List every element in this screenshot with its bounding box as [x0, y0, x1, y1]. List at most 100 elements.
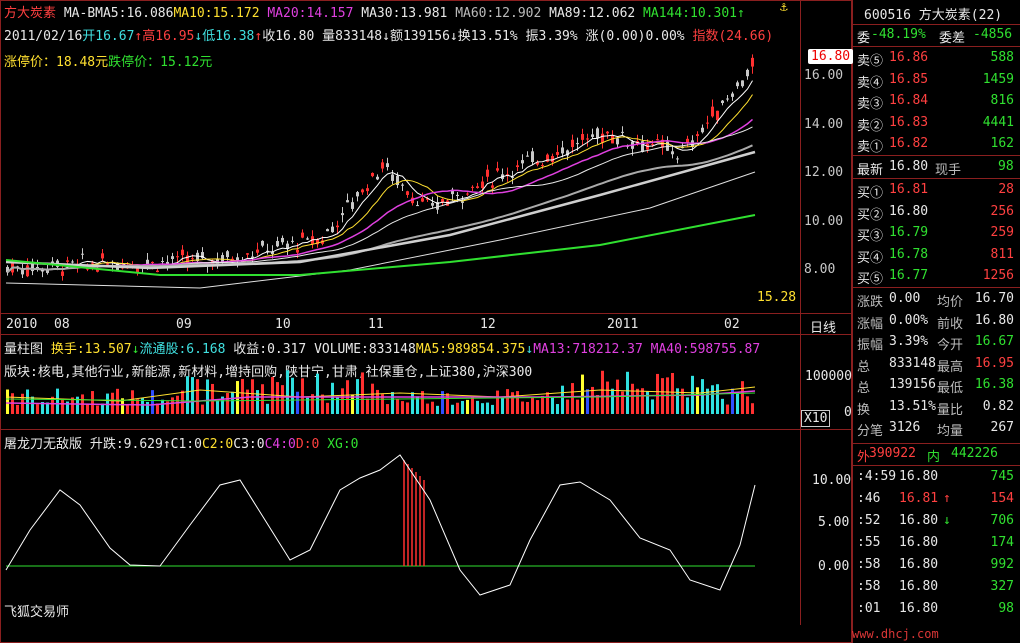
time-tick-11: 11 — [368, 317, 384, 332]
candle-body — [696, 134, 699, 136]
period-label[interactable]: 日线 — [810, 321, 837, 336]
volume-bar — [441, 391, 444, 414]
tick-row[interactable]: :55 16.80 174 — [855, 533, 1018, 554]
volume-bar — [286, 370, 289, 414]
bid-row[interactable]: 买③ 16.79 259 — [855, 223, 1018, 244]
candle-body — [406, 191, 409, 195]
volume-bar — [141, 397, 144, 414]
volume-bar — [36, 404, 39, 414]
indicator-chart[interactable] — [0, 430, 800, 625]
indicator-axis-5: 5.00 — [818, 515, 850, 530]
ma-indicator-label[interactable]: MA-B — [63, 6, 96, 21]
bid-row[interactable]: 买② 16.80 256 — [855, 202, 1018, 223]
volume-bar — [566, 399, 569, 414]
ma-header: 方大炭素 MA-BMA5:16.086MA10:15.172 MA20:14.1… — [4, 2, 745, 21]
volume-bar — [561, 385, 564, 414]
volume-multiplier[interactable]: X10 — [801, 410, 831, 427]
tick-row[interactable]: :58 16.80 327 — [855, 577, 1018, 598]
tick-volume: 327 — [990, 579, 1014, 594]
quote-change: 涨(0.00)0.00% — [585, 29, 685, 44]
latest-value: 16.80 — [889, 159, 929, 174]
volume-chart[interactable] — [0, 335, 800, 429]
indicator-axis-10: 10.00 — [812, 473, 852, 488]
stat-row[interactable]: 分笔 3126 均量 267 — [855, 418, 1018, 439]
tick-row[interactable]: :46 16.81 ↑ 154 — [855, 489, 1018, 510]
tick-row[interactable]: :52 16.80 ↓ 706 — [855, 511, 1018, 532]
volume-bar — [351, 394, 354, 414]
candle-body — [61, 271, 64, 276]
ask-row[interactable]: 卖④ 16.85 1459 — [855, 70, 1018, 91]
tick-price: 16.80 — [899, 601, 939, 616]
volume-bar — [586, 389, 589, 414]
ask-row[interactable]: 卖③ 16.84 816 — [855, 91, 1018, 112]
stat-label-2: 最低 — [937, 381, 964, 396]
indicator-title[interactable]: 屠龙刀无敌版 — [4, 437, 83, 452]
stat-row[interactable]: 涨幅 0.00% 前收 16.80 — [855, 311, 1018, 332]
ask-price: 16.85 — [889, 71, 929, 87]
ask-label: 卖② — [857, 118, 884, 134]
tick-price: 16.80 — [899, 579, 939, 594]
bid-row[interactable]: 买① 16.81 28 — [855, 180, 1018, 201]
tick-row[interactable]: :58 16.80 992 — [855, 555, 1018, 576]
xianshou-value: 98 — [998, 159, 1014, 174]
ma20-line — [6, 118, 753, 273]
ask-label: 卖⑤ — [857, 54, 884, 69]
quote-amplitude: 振3.39% — [525, 29, 578, 44]
bid-row[interactable]: 买⑤ 16.77 1256 — [855, 266, 1018, 287]
anchor-icon[interactable]: ⚓ — [780, 0, 788, 15]
quote-index[interactable]: 指数(24.66) — [692, 29, 774, 44]
volume-bar — [541, 395, 544, 414]
stat-row[interactable]: 涨跌 0.00 均价 16.70 — [855, 289, 1018, 310]
ask-volume: 1459 — [982, 71, 1014, 87]
volume-bar — [431, 401, 434, 414]
candle-body — [716, 110, 719, 121]
candle-body — [726, 98, 729, 100]
stat-row[interactable]: 振幅 3.39% 今开 16.67 — [855, 332, 1018, 353]
volume-panel-title[interactable]: 量柱图 — [4, 342, 44, 357]
candle-body — [231, 258, 234, 261]
candle-body — [366, 188, 369, 192]
candle-body — [156, 270, 159, 273]
ask-row[interactable]: 卖⑤ 16.86 588 — [855, 48, 1018, 69]
stat-row[interactable]: 总 833148 最高 16.95 — [855, 354, 1018, 375]
quote-open-arrow: ↑ — [134, 29, 143, 44]
ma89-line — [5, 150, 756, 270]
stock-code-title[interactable]: 600516 方大炭素(22) — [864, 8, 1003, 23]
candle-body — [246, 253, 249, 255]
volume-bar — [326, 402, 329, 414]
candle-body — [426, 198, 429, 200]
volume-header: 量柱图 换手:13.507↓流通股:6.168 收益:0.317 VOLUME:… — [4, 338, 760, 357]
volume-bar — [631, 383, 634, 414]
quote-low: 低16.38 — [202, 29, 255, 44]
ask-label: 卖① — [857, 140, 884, 155]
ask-row[interactable]: 卖② 16.83 4441 — [855, 113, 1018, 134]
low-price-label: 15.28 — [757, 290, 797, 305]
candle-body — [306, 238, 309, 240]
ask-price: 16.82 — [889, 136, 929, 151]
candle-body — [456, 194, 459, 196]
price-chart[interactable] — [0, 0, 800, 313]
candle-body — [541, 165, 544, 167]
stat-label: 涨跌 — [857, 295, 884, 310]
candle-body — [586, 138, 589, 140]
stat-row[interactable]: 总 139156 最低 16.38 — [855, 375, 1018, 396]
volume-bar — [336, 396, 339, 414]
tick-row[interactable]: :01 16.80 98 — [855, 599, 1018, 620]
quote-turnover: 换13.51% — [457, 29, 518, 44]
volume-bar — [711, 385, 714, 414]
candle-body — [451, 189, 454, 195]
limit-line: 涨停价：18.48元跌停价：15.12元 — [4, 51, 212, 70]
stat-label-2: 今开 — [937, 338, 964, 353]
volume-ma40: MA40:598755.87 — [650, 342, 761, 357]
ask-row[interactable]: 卖① 16.82 162 — [855, 134, 1018, 155]
quote-amount: 额139156 — [389, 29, 450, 44]
tick-row[interactable]: :4:59 16.80 745 — [855, 467, 1018, 488]
bid-volume: 28 — [998, 182, 1014, 197]
volume-bar — [531, 397, 534, 414]
time-axis-top — [0, 313, 852, 314]
stock-name[interactable]: 方大炭素 — [4, 6, 57, 21]
weicha-label: 委差 — [939, 31, 966, 46]
stat-row[interactable]: 换 13.51% 量比 0.82 — [855, 397, 1018, 418]
indicator-axis-0: 0.00 — [818, 559, 850, 574]
bid-row[interactable]: 买④ 16.78 811 — [855, 245, 1018, 266]
